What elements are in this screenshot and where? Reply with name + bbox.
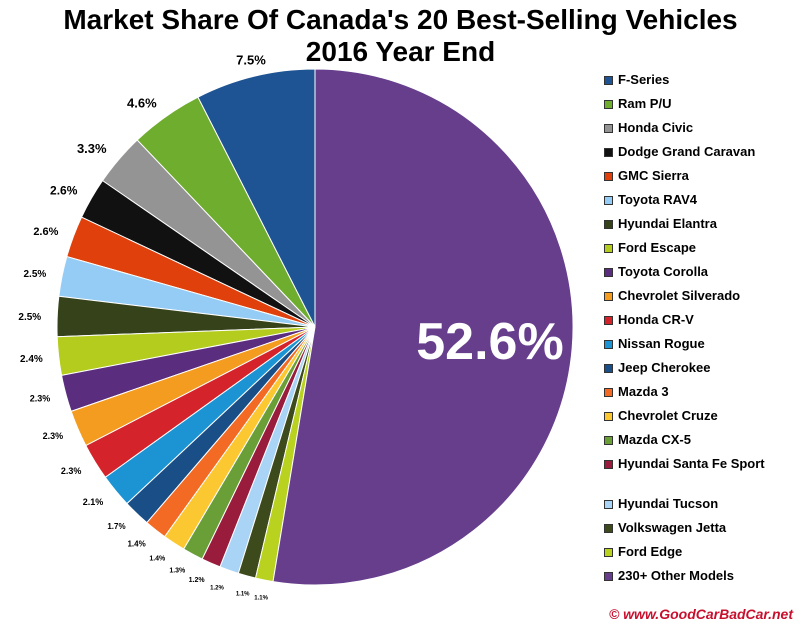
legend-label: Chevrolet Silverado xyxy=(618,288,741,303)
legend-label: Mazda 3 xyxy=(618,384,669,399)
slice-label: 1.2% xyxy=(210,585,224,591)
legend-swatch xyxy=(604,292,613,301)
legend-label: Chevrolet Cruze xyxy=(618,408,718,423)
legend-label: Hyundai Elantra xyxy=(618,216,717,231)
legend-swatch xyxy=(604,572,613,581)
slice-label: 1.1% xyxy=(254,596,268,602)
slice-label: 1.1% xyxy=(236,591,250,597)
legend-swatch xyxy=(604,220,613,229)
chart-title: Market Share Of Canada's 20 Best-Selling… xyxy=(0,4,801,68)
pie-slice-230-other-models xyxy=(272,68,574,586)
slice-label: 1.3% xyxy=(169,567,186,574)
legend-swatch xyxy=(604,76,613,85)
legend-label: GMC Sierra xyxy=(618,168,689,183)
legend-label: Jeep Cherokee xyxy=(618,360,711,375)
legend-swatch xyxy=(604,268,613,277)
legend-label: Ford Escape xyxy=(618,240,697,255)
legend-swatch xyxy=(604,124,613,133)
slice-label: 1.4% xyxy=(149,556,166,563)
legend-swatch xyxy=(604,148,613,157)
slice-label: 1.4% xyxy=(127,539,145,548)
chart-title-line-1: Market Share Of Canada's 20 Best-Selling… xyxy=(63,4,738,35)
legend-label: Honda CR-V xyxy=(618,312,694,327)
slice-label: 7.5% xyxy=(236,53,266,68)
pie-labels: 7.5% 4.6% 3.3% 2.6% 2.6% 2.5% 2.5% 2.4% 2.3% 2.3%… xyxy=(18,53,268,602)
slice-label: 2.1% xyxy=(83,497,104,507)
slice-label-other-models: 52.6% xyxy=(416,313,564,371)
slice-label: 2.6% xyxy=(33,226,58,238)
slice-label: 2.6% xyxy=(50,184,78,198)
slice-label: 2.3% xyxy=(61,466,82,476)
legend-label: Ram P/U xyxy=(618,96,672,111)
legend-swatch xyxy=(604,196,613,205)
slice-label: 4.6% xyxy=(127,95,157,110)
chart-title-line-2: 2016 Year End xyxy=(305,36,496,67)
legend-swatch xyxy=(604,172,613,181)
legend-label: Honda Civic xyxy=(618,120,694,135)
legend-swatch xyxy=(604,548,613,557)
legend-swatch xyxy=(604,500,613,509)
legend-label: 230+ Other Models xyxy=(618,568,734,583)
legend-label: Dodge Grand Caravan xyxy=(618,144,756,159)
legend-label: Ford Edge xyxy=(618,544,683,559)
legend-label: Toyota Corolla xyxy=(618,264,709,279)
slice-label: 2.4% xyxy=(20,354,43,365)
legend-swatch xyxy=(604,316,613,325)
slice-label: 3.3% xyxy=(77,141,107,156)
legend-label: Hyundai Santa Fe Sport xyxy=(618,456,765,471)
legend-swatch xyxy=(604,460,613,469)
pie-slice-f-series xyxy=(197,68,316,328)
legend-swatch xyxy=(604,340,613,349)
legend-label: Hyundai Tucson xyxy=(618,496,719,511)
pie-slices xyxy=(56,68,574,586)
legend-label: Mazda CX-5 xyxy=(618,432,691,447)
slice-label: 2.3% xyxy=(43,431,64,441)
legend-swatch xyxy=(604,436,613,445)
legend-label: Nissan Rogue xyxy=(618,336,705,351)
legend-swatch xyxy=(604,100,613,109)
legend-swatch xyxy=(604,388,613,397)
legend-swatch xyxy=(604,412,613,421)
slice-label: 1.2% xyxy=(189,577,206,584)
legend-swatch xyxy=(604,244,613,253)
legend-label: Volkswagen Jetta xyxy=(618,520,727,535)
legend-swatch xyxy=(604,364,613,373)
watermark: © www.GoodCarBadCar.net xyxy=(608,606,793,622)
slice-label: 2.5% xyxy=(18,312,41,323)
slice-label: 2.5% xyxy=(24,269,47,280)
slice-label: 2.3% xyxy=(30,394,51,404)
legend-swatch xyxy=(604,524,613,533)
legend-label: F-Series xyxy=(618,72,670,87)
slice-label: 1.7% xyxy=(107,522,125,531)
legend-label: Toyota RAV4 xyxy=(618,192,697,207)
